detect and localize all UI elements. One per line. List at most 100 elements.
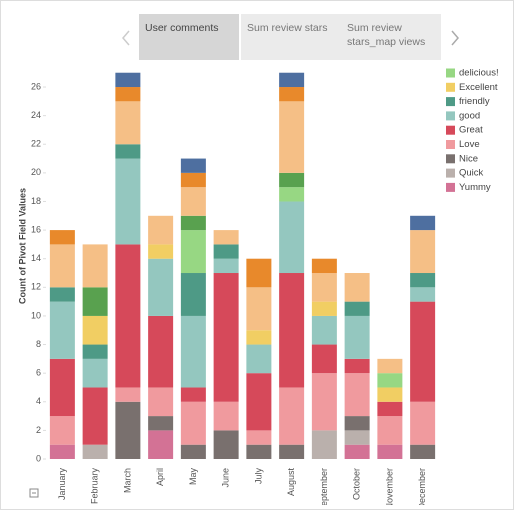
bar-segment bbox=[246, 373, 272, 431]
bar-segment bbox=[180, 187, 206, 216]
bar-segment bbox=[213, 258, 239, 274]
x-tick-label: January bbox=[57, 468, 67, 501]
bar-segment bbox=[148, 387, 174, 417]
y-axis-title: Count of Pivot Field Values bbox=[17, 188, 27, 304]
bar-segment bbox=[279, 387, 305, 445]
bar-segment bbox=[82, 315, 108, 345]
tab[interactable]: Sum review stars bbox=[241, 14, 341, 60]
legend-label: Yummy bbox=[459, 182, 491, 193]
bar-segment bbox=[115, 72, 141, 88]
y-tick-label: 6 bbox=[36, 368, 41, 378]
bar-segment bbox=[180, 273, 206, 316]
y-tick-label: 16 bbox=[31, 224, 41, 234]
bar-segment bbox=[410, 401, 436, 445]
y-tick-label: 10 bbox=[31, 310, 41, 320]
y-tick-label: 4 bbox=[36, 396, 41, 406]
bar-segment bbox=[410, 287, 436, 302]
bar-segment bbox=[311, 258, 337, 274]
bar-segment bbox=[49, 301, 75, 359]
legend-label: Nice bbox=[459, 153, 478, 164]
x-tick-label: February bbox=[90, 468, 100, 505]
bar-segment bbox=[279, 87, 305, 102]
x-tick-label: April bbox=[155, 468, 165, 486]
bar-segment bbox=[311, 344, 337, 374]
bar-segment bbox=[115, 244, 141, 388]
x-tick-label: September bbox=[319, 468, 329, 509]
bar-segment bbox=[279, 101, 305, 173]
legend-label: friendly bbox=[459, 96, 490, 107]
x-tick-label: March bbox=[122, 468, 132, 493]
legend-swatch bbox=[446, 154, 455, 164]
bar-segment bbox=[344, 430, 370, 445]
bar-segment bbox=[148, 244, 174, 259]
bar-segment bbox=[279, 444, 305, 459]
bar-segment bbox=[180, 444, 206, 459]
x-tick-label: October bbox=[352, 468, 362, 500]
bar-segment bbox=[82, 358, 108, 388]
bar-segment bbox=[49, 230, 75, 245]
x-tick-label: May bbox=[188, 468, 198, 486]
legend-swatch bbox=[446, 182, 455, 192]
bar-segment bbox=[213, 430, 239, 459]
y-tick-label: 8 bbox=[36, 339, 41, 349]
legend-swatch bbox=[446, 97, 455, 107]
x-tick-label: August bbox=[286, 468, 296, 497]
bar-segment bbox=[410, 273, 436, 288]
bar-segment bbox=[82, 444, 108, 459]
bar-segment bbox=[213, 230, 239, 245]
legend-label: delicious! bbox=[459, 68, 499, 79]
bar-segment bbox=[279, 187, 305, 202]
bar-segment bbox=[410, 444, 436, 459]
bar-segment bbox=[213, 244, 239, 259]
bar-segment bbox=[180, 387, 206, 402]
bar-segment bbox=[279, 273, 305, 388]
bar-segment bbox=[246, 258, 272, 288]
legend-swatch bbox=[446, 68, 455, 78]
bar-segment bbox=[377, 387, 403, 402]
legend-label: Great bbox=[459, 125, 483, 136]
bar-segment bbox=[246, 330, 272, 345]
bar-segment bbox=[344, 273, 370, 302]
bar-segment bbox=[377, 358, 403, 374]
bar-segment bbox=[180, 172, 206, 188]
expand-icon[interactable] bbox=[29, 488, 39, 498]
bar-segment bbox=[311, 373, 337, 431]
bar-segment bbox=[180, 230, 206, 274]
legend-swatch bbox=[446, 82, 455, 92]
bar-segment bbox=[115, 144, 141, 159]
bar-segment bbox=[410, 301, 436, 402]
bar-segment bbox=[148, 215, 174, 245]
tab[interactable]: User comments bbox=[139, 14, 239, 60]
legend-swatch bbox=[446, 168, 455, 178]
bar-segment bbox=[148, 315, 174, 388]
legend-swatch bbox=[446, 111, 455, 121]
bar-segment bbox=[115, 401, 141, 459]
bar-segment bbox=[410, 215, 436, 231]
bar-segment bbox=[49, 287, 75, 302]
bar-segment bbox=[377, 401, 403, 417]
bar-segment bbox=[82, 387, 108, 445]
bar-segment bbox=[344, 373, 370, 417]
bar-segment bbox=[180, 315, 206, 388]
prev-arrow[interactable] bbox=[122, 30, 130, 46]
bar-segment bbox=[377, 444, 403, 459]
bar-segment bbox=[180, 158, 206, 173]
bar-segment bbox=[311, 273, 337, 302]
tab[interactable]: Sum review stars_map views bbox=[341, 14, 441, 60]
bar-segment bbox=[49, 444, 75, 459]
next-arrow[interactable] bbox=[451, 30, 459, 46]
y-tick-label: 14 bbox=[31, 253, 41, 263]
bar-segment bbox=[49, 244, 75, 288]
bar-segment bbox=[311, 315, 337, 345]
bar-segment bbox=[213, 273, 239, 402]
legend-label: Quick bbox=[459, 168, 484, 179]
bar-segment bbox=[49, 358, 75, 417]
y-tick-label: 12 bbox=[31, 282, 41, 292]
bar-segment bbox=[82, 287, 108, 316]
bar-segment bbox=[213, 401, 239, 431]
legend-label: Love bbox=[459, 139, 480, 150]
legend-swatch bbox=[446, 125, 455, 135]
legend-label: Excellent bbox=[459, 82, 498, 93]
